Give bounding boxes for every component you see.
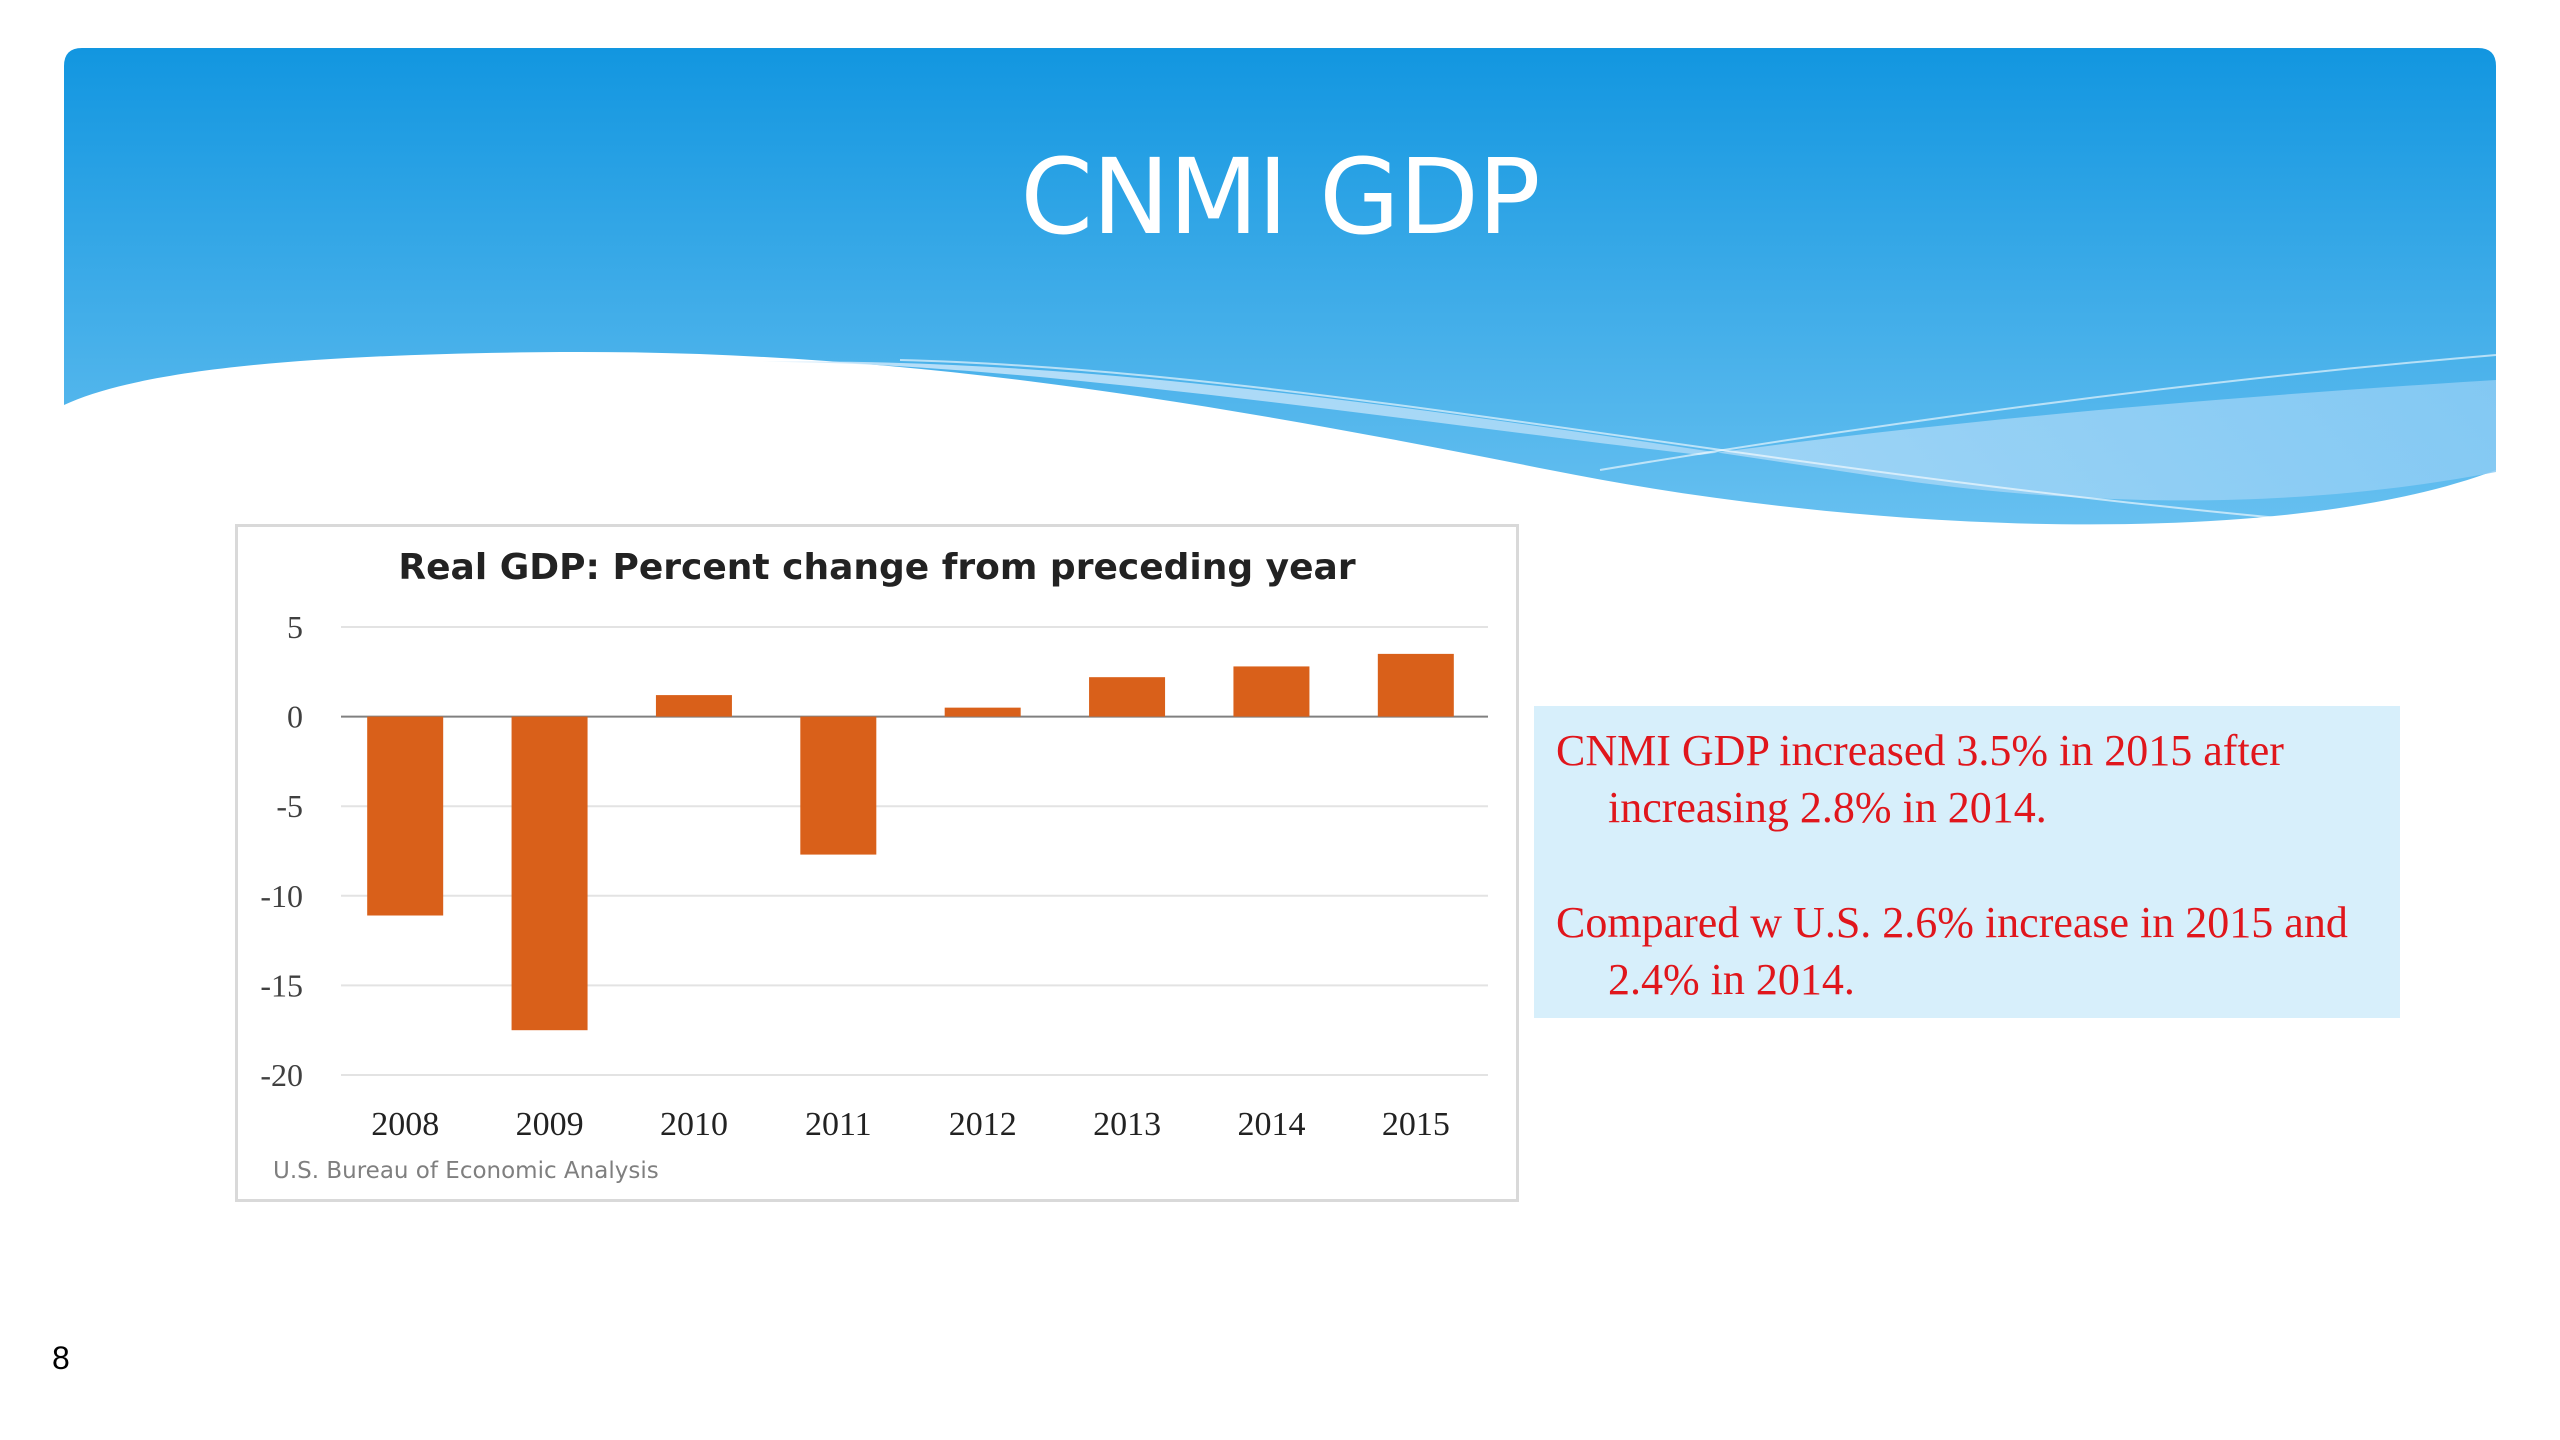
x-tick-label: 2010 [660,1106,728,1143]
y-tick-label: 5 [287,609,303,645]
slide-title: CNMI GDP [1020,136,1540,258]
y-tick-label: -15 [260,967,303,1003]
y-tick-label: -5 [276,788,303,824]
bar-2014 [1233,666,1310,717]
header-wave-line [899,359,2301,521]
bar-2012 [944,707,1021,717]
x-tick-label: 2009 [516,1106,584,1143]
gdp-bar-chart: Real GDP: Percent change from preceding … [260,547,1488,1184]
gdp-notes-box: CNMI GDP increased 3.5% in 2015 after in… [1534,706,2400,1018]
y-tick-label: -10 [260,878,303,914]
bar-2009 [511,716,588,1031]
header-banner [64,48,2497,525]
x-tick-label: 2011 [805,1106,872,1143]
header-wave [760,361,2496,501]
chart-title: Real GDP: Percent change from preceding … [398,547,1355,588]
note-us-comparison: Compared w U.S. 2.6% increase in 2015 an… [1556,898,2348,1004]
x-tick-label: 2013 [1093,1106,1161,1143]
header-wave-line [1599,354,2497,471]
y-tick-label: -20 [260,1057,303,1093]
bar-2011 [800,716,877,855]
bar-2010 [655,695,732,717]
x-tick-label: 2008 [371,1106,439,1143]
slide-number: 8 [52,1340,70,1376]
x-tick-label: 2014 [1237,1106,1305,1143]
note-cnmi-gdp: CNMI GDP increased 3.5% in 2015 after in… [1556,726,2284,832]
y-tick-label: 0 [287,699,303,735]
x-tick-label: 2015 [1382,1106,1450,1143]
chart-frame: Real GDP: Percent change from preceding … [235,524,1519,1202]
x-tick-label: 2012 [949,1106,1017,1143]
header-band [64,48,2496,525]
bar-2008 [367,716,444,916]
bar-2013 [1089,677,1166,717]
chart-source: U.S. Bureau of Economic Analysis [273,1158,659,1184]
bar-2015 [1377,653,1454,717]
